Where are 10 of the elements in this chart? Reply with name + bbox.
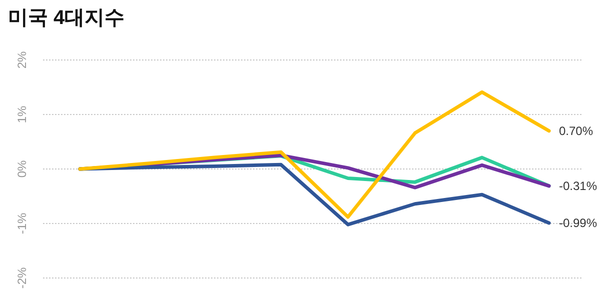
data-label: -0.31% [559, 178, 598, 193]
y-tick-label: 2% [15, 51, 29, 69]
line-series [78, 90, 551, 219]
data-label: -0.99% [559, 216, 598, 230]
y-tick-label: 0% [15, 160, 29, 178]
data-label: 0.70% [559, 124, 594, 138]
chart-title: 미국 4대지수 [8, 7, 125, 29]
y-tick-label: -2% [15, 267, 29, 289]
y-tick-label: -1% [15, 212, 29, 234]
y-tick-label: 1% [15, 106, 29, 124]
